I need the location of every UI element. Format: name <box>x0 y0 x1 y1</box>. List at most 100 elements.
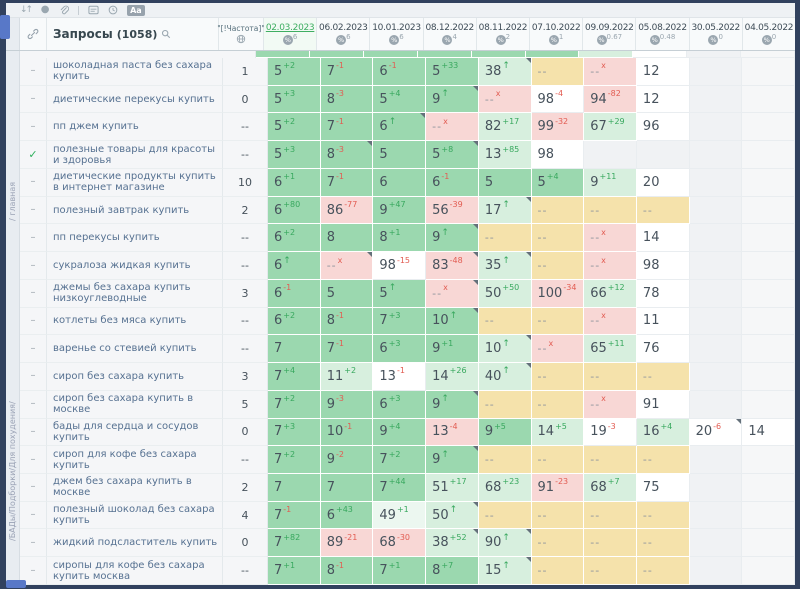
keyword-cell[interactable]: сироп без сахара купить <box>47 363 223 391</box>
position-cell[interactable]: 13 -4 <box>426 418 479 447</box>
position-cell[interactable]: 6 +2 <box>268 307 321 336</box>
sort-icon[interactable]: ↓↑ <box>20 5 33 15</box>
position-cell[interactable]: 90 ↑ <box>478 529 532 558</box>
position-cell[interactable]: 7 -1 <box>268 501 321 530</box>
row-status-cell[interactable]: – <box>20 335 47 364</box>
keyword-cell[interactable]: диетические перекусы купить <box>47 85 223 114</box>
row-status-cell[interactable]: – <box>20 363 47 391</box>
position-cell[interactable]: 7 -1 <box>320 113 374 142</box>
position-cell[interactable]: 20 -6 <box>689 418 743 447</box>
position-cell[interactable]: -- <box>478 307 532 336</box>
sidebar-handle-bottom[interactable] <box>6 580 26 588</box>
row-status-cell[interactable]: – <box>20 168 47 197</box>
position-cell[interactable]: 8 -3 <box>320 85 374 114</box>
keyword-cell[interactable]: джем без сахара купить в москве <box>47 474 223 502</box>
position-cell[interactable]: 7 <box>268 474 321 502</box>
position-cell[interactable]: 75 <box>636 474 690 502</box>
queries-column-header[interactable]: Запросы (1058) <box>47 18 219 50</box>
position-cell[interactable]: 50 ↑ <box>426 501 479 530</box>
row-status-cell[interactable]: – <box>20 85 47 114</box>
position-cell[interactable]: -- <box>584 501 637 530</box>
position-cell[interactable]: 5 +4 <box>373 85 427 114</box>
date-column-header[interactable]: 05.08.2022% 0.48 <box>636 18 690 50</box>
position-cell[interactable]: 14 +26 <box>426 363 479 391</box>
position-cell[interactable]: 6 +1 <box>268 168 321 197</box>
position-cell[interactable]: 96 <box>636 113 690 142</box>
position-cell[interactable]: 38 ↑ <box>478 58 532 86</box>
position-cell[interactable]: 6 +3 <box>373 335 427 364</box>
date-column-header[interactable]: 09.09.2022% 0.67 <box>583 18 637 50</box>
position-cell[interactable]: 5 ↑ <box>373 279 427 308</box>
row-status-cell[interactable]: – <box>20 474 47 502</box>
position-cell[interactable]: 9 +11 <box>584 168 637 197</box>
position-cell[interactable]: -- <box>636 446 690 475</box>
date-column-header[interactable]: 08.11.2022% 2 <box>477 18 531 50</box>
position-cell[interactable]: 5 <box>320 279 374 308</box>
keyword-cell[interactable]: сиропы для кофе без сахара купить москва <box>47 557 223 585</box>
position-cell[interactable]: -- x <box>426 279 479 308</box>
position-cell[interactable]: 9 -2 <box>320 446 374 475</box>
position-cell[interactable]: 7 +1 <box>373 557 427 585</box>
row-status-cell[interactable]: – <box>20 418 47 447</box>
position-cell[interactable]: 6 -1 <box>268 279 321 308</box>
position-cell[interactable]: -- <box>478 446 532 475</box>
position-cell[interactable]: -- <box>584 196 637 225</box>
position-cell[interactable]: 68 +23 <box>478 474 532 502</box>
position-cell[interactable]: 49 +1 <box>373 501 427 530</box>
position-cell[interactable]: -- x <box>584 252 637 280</box>
row-status-cell[interactable]: ✓ <box>20 141 47 169</box>
position-cell[interactable]: 7 +3 <box>373 307 427 336</box>
position-cell[interactable]: 9 +1 <box>426 335 479 364</box>
position-cell[interactable]: 8 <box>320 224 374 253</box>
position-cell[interactable]: 7 <box>320 474 374 502</box>
position-cell[interactable]: 9 ↑ <box>426 85 479 114</box>
position-cell[interactable]: 9 ↑ <box>426 224 479 253</box>
position-cell[interactable]: 19 -3 <box>584 418 637 447</box>
position-cell[interactable]: 98 <box>636 252 690 280</box>
position-cell[interactable]: -- <box>584 557 637 585</box>
position-cell[interactable]: 89 -21 <box>320 529 374 558</box>
position-cell[interactable]: 12 <box>636 85 690 114</box>
sidebar-handle-top[interactable] <box>0 15 10 39</box>
position-cell[interactable]: 82 +17 <box>478 113 532 142</box>
keyword-cell[interactable]: сукралоза жидкая купить <box>47 252 223 280</box>
position-cell[interactable]: -- <box>531 224 585 253</box>
position-cell[interactable]: 16 +4 <box>636 418 690 447</box>
keyword-cell[interactable]: варенье со стевией купить <box>47 335 223 364</box>
position-cell[interactable]: -- x <box>584 224 637 253</box>
position-cell[interactable]: 86 -77 <box>320 196 374 225</box>
position-cell[interactable]: 5 +3 <box>268 85 321 114</box>
position-cell[interactable]: 7 -1 <box>320 335 374 364</box>
position-cell[interactable]: 7 +82 <box>268 529 321 558</box>
position-cell[interactable]: 15 ↑ <box>478 557 532 585</box>
position-cell[interactable]: 14 <box>742 418 795 447</box>
keyword-cell[interactable]: диетические продукты купить в интернет м… <box>47 168 223 197</box>
position-cell[interactable]: -- x <box>584 58 637 86</box>
position-cell[interactable]: -- <box>636 501 690 530</box>
position-cell[interactable]: -- <box>531 557 585 585</box>
position-cell[interactable]: 9 +5 <box>478 418 532 447</box>
position-cell[interactable]: 12 <box>636 58 690 86</box>
position-cell[interactable]: 100 -34 <box>531 279 585 308</box>
keyword-cell[interactable]: полезные товары для красоты и здоровья <box>47 141 223 169</box>
date-column-header[interactable]: 04.05.2022% 0 <box>743 18 795 50</box>
position-cell[interactable]: 20 <box>636 168 690 197</box>
position-cell[interactable]: -- <box>636 529 690 558</box>
keyword-cell[interactable]: шоколадная паста без сахара купить <box>47 58 223 86</box>
position-cell[interactable]: 17 ↑ <box>478 196 532 225</box>
position-cell[interactable]: 6 <box>373 168 427 197</box>
position-cell[interactable]: 51 +17 <box>426 474 479 502</box>
position-cell[interactable]: 14 <box>636 224 690 253</box>
keyword-cell[interactable]: джемы без сахара купить низкоуглеводные <box>47 279 223 308</box>
position-cell[interactable]: -- <box>531 529 585 558</box>
row-status-cell[interactable]: – <box>20 279 47 308</box>
position-cell[interactable]: 91 -23 <box>531 474 585 502</box>
position-cell[interactable]: 6 -1 <box>426 168 479 197</box>
position-cell[interactable]: 10 -1 <box>320 418 374 447</box>
position-cell[interactable]: 35 ↑ <box>478 252 532 280</box>
row-status-cell[interactable]: – <box>20 58 47 86</box>
row-status-cell[interactable]: – <box>20 113 47 142</box>
keyword-cell[interactable]: полезный шоколад без сахара купить <box>47 501 223 530</box>
position-cell[interactable]: 8 +7 <box>426 557 479 585</box>
position-cell[interactable]: 6 -1 <box>373 58 427 86</box>
